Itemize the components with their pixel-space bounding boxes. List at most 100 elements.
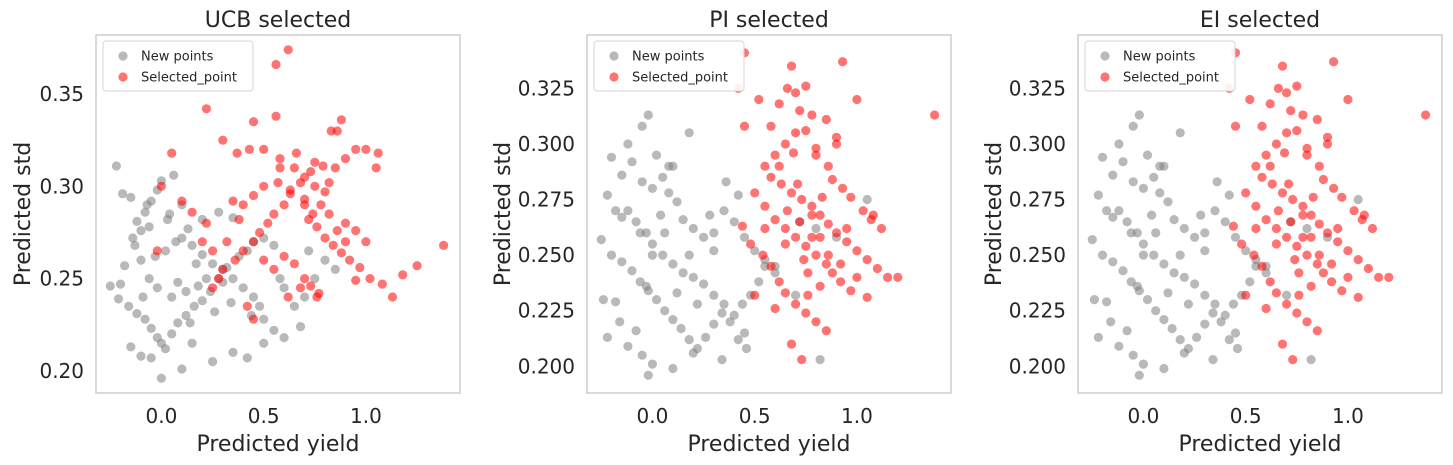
data-point [1298, 232, 1308, 242]
data-point [1343, 246, 1353, 256]
data-point [146, 353, 156, 363]
data-point [1241, 246, 1251, 256]
data-point [1277, 339, 1288, 349]
data-point [365, 274, 375, 284]
data-point [138, 292, 148, 302]
data-point [651, 150, 662, 160]
data-point [320, 255, 330, 265]
data-point [780, 239, 791, 249]
data-point [181, 310, 191, 321]
data-point [627, 157, 637, 167]
data-point [1245, 277, 1255, 287]
data-point [801, 308, 811, 318]
data-point [1271, 239, 1281, 249]
x-tick-label: 0.5 [739, 404, 771, 428]
chart-panel-3: 0.0 0.5 1.0 0.200 0.225 0.250 0.275 0.300 0.325 E… [982, 8, 1443, 457]
data-point [811, 143, 821, 153]
legend-entry: Selected_point [632, 71, 728, 86]
data-point [791, 299, 801, 309]
data-point [248, 292, 259, 302]
data-point [183, 224, 193, 234]
chart-title: PI selected [709, 8, 829, 33]
data-point [1421, 110, 1431, 120]
data-point [688, 223, 698, 234]
data-point [1097, 152, 1108, 162]
data-point [136, 351, 146, 361]
data-point [187, 240, 197, 250]
data-point [285, 185, 295, 195]
data-point [709, 228, 719, 238]
data-point [862, 255, 872, 265]
data-point [218, 135, 228, 145]
data-point [291, 148, 301, 158]
data-point [1329, 57, 1339, 67]
data-point [269, 325, 279, 335]
data-point [1279, 148, 1290, 158]
data-point [699, 279, 709, 289]
data-point [1298, 210, 1308, 220]
data-point [799, 255, 809, 265]
data-point [248, 117, 259, 127]
data-point [345, 255, 355, 265]
data-point [641, 281, 651, 291]
data-point [1363, 263, 1373, 274]
data-point [1292, 241, 1302, 251]
data-point [1327, 259, 1337, 269]
data-point [1147, 210, 1157, 220]
data-point [208, 357, 218, 367]
data-point [306, 167, 316, 177]
data-point [201, 274, 211, 284]
y-tick-label: 0.225 [1009, 299, 1066, 323]
data-point [801, 241, 811, 251]
data-point [295, 322, 306, 332]
data-point [1308, 192, 1318, 202]
data-point [1329, 183, 1339, 193]
data-point [733, 335, 743, 345]
data-point [807, 232, 817, 242]
data-point [719, 206, 729, 216]
legend-marker [118, 51, 128, 61]
data-point [1292, 308, 1302, 318]
data-point [1159, 363, 1169, 374]
data-point [602, 332, 613, 342]
legend-marker [609, 51, 619, 61]
data-point [1257, 261, 1267, 271]
data-point [169, 170, 179, 180]
data-point [656, 210, 666, 220]
data-point [144, 274, 154, 284]
x-tick-label: 0.0 [1127, 404, 1159, 428]
data-point [136, 255, 146, 265]
data-point [1175, 250, 1185, 260]
data-point [283, 292, 293, 302]
data-point [807, 210, 817, 220]
data-point [1093, 332, 1103, 342]
data-point [1265, 99, 1275, 109]
data-point [1228, 299, 1238, 309]
data-point [210, 307, 220, 317]
x-tick-label: 0.0 [145, 404, 177, 428]
data-point [1200, 290, 1210, 300]
data-point [439, 240, 449, 250]
data-point [770, 150, 780, 160]
data-point [1302, 317, 1312, 327]
data-point [1312, 326, 1322, 336]
data-point [1212, 177, 1222, 187]
data-point [1224, 335, 1234, 345]
data-point [377, 279, 387, 289]
data-point [167, 148, 177, 158]
data-point [842, 237, 852, 247]
data-point [770, 215, 780, 225]
data-point [836, 259, 846, 269]
data-point [660, 228, 670, 238]
data-point [1312, 259, 1322, 269]
data-point [678, 215, 688, 225]
y-tick-label: 0.325 [518, 76, 575, 100]
data-point [766, 121, 776, 131]
data-point [255, 227, 265, 238]
data-point [371, 163, 381, 173]
data-point [606, 250, 617, 260]
data-point [173, 318, 183, 328]
data-point [1118, 157, 1128, 167]
data-point [1134, 110, 1144, 120]
